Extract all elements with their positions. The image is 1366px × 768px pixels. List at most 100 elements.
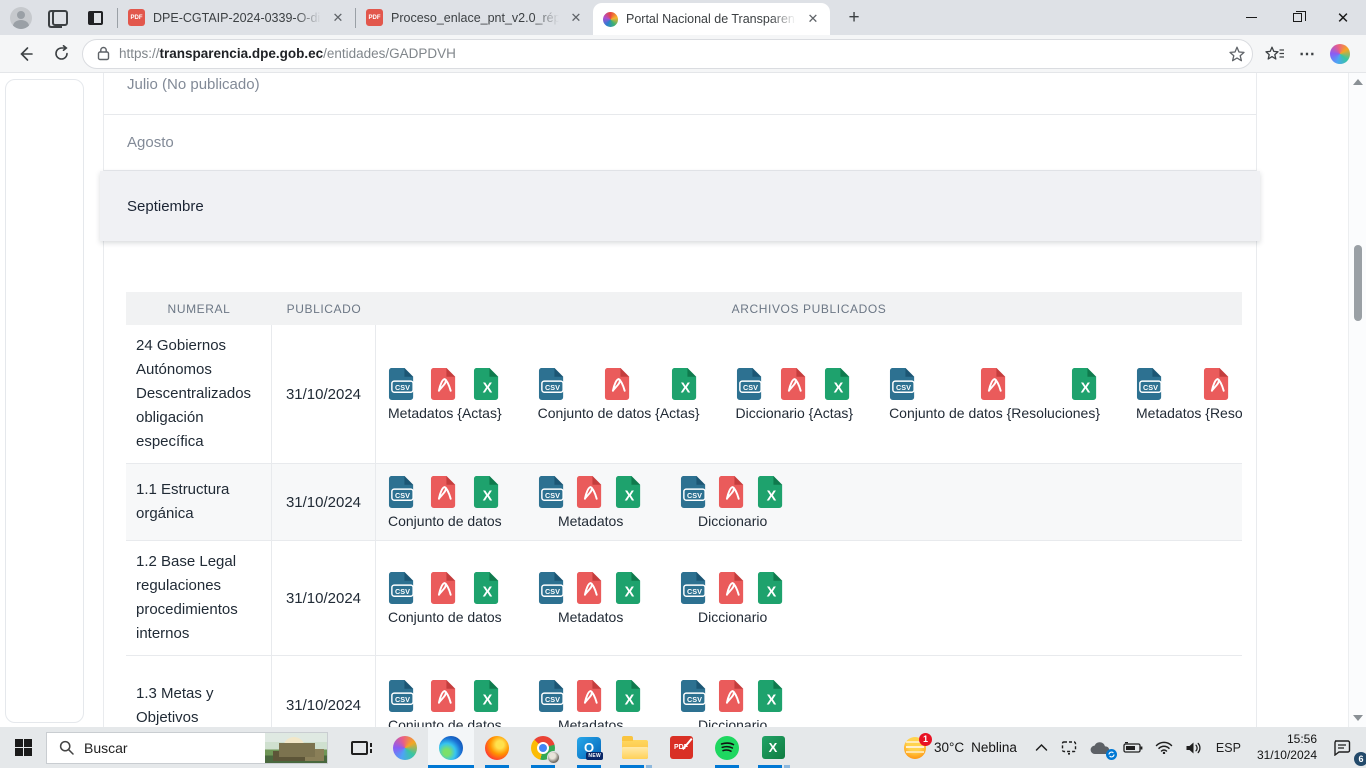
tray-show-hidden-icons[interactable] bbox=[1029, 727, 1054, 768]
taskbar-excel-button[interactable]: X bbox=[750, 727, 796, 768]
csv-file-icon[interactable]: CSV bbox=[736, 367, 765, 401]
tray-onedrive-button[interactable] bbox=[1084, 727, 1117, 768]
address-bar[interactable]: https://transparencia.dpe.gob.ec/entidad… bbox=[82, 38, 1253, 69]
bookmark-star-icon[interactable] bbox=[1228, 45, 1246, 63]
pdf-file-icon[interactable] bbox=[980, 367, 1009, 401]
pdf-file-icon[interactable] bbox=[430, 475, 459, 509]
tray-wifi-button[interactable] bbox=[1149, 727, 1179, 768]
taskbar-chrome-button[interactable] bbox=[520, 727, 566, 768]
bing-daily-image[interactable] bbox=[265, 732, 327, 763]
pdf-file-icon[interactable] bbox=[430, 571, 459, 605]
pdf-file-icon[interactable] bbox=[780, 367, 809, 401]
csv-file-icon[interactable]: CSV bbox=[889, 367, 918, 401]
tray-cast-button[interactable] bbox=[1054, 727, 1084, 768]
notification-center-button[interactable]: 6 bbox=[1325, 727, 1366, 768]
xls-file-icon[interactable]: X bbox=[824, 367, 853, 401]
taskbar-pdf-app-button[interactable]: PDF bbox=[658, 727, 704, 768]
tab-pdf-document-1[interactable]: PDF DPE-CGTAIP-2024-0339-O-directri ✕ bbox=[118, 0, 355, 35]
file-download-group[interactable]: CSV X Diccionario {Actas} bbox=[736, 367, 853, 421]
csv-file-icon[interactable]: CSV bbox=[680, 475, 709, 509]
csv-file-icon[interactable]: CSV bbox=[388, 571, 417, 605]
xls-file-icon[interactable]: X bbox=[615, 679, 644, 713]
xls-file-icon[interactable]: X bbox=[473, 571, 502, 605]
window-minimize-button[interactable] bbox=[1228, 0, 1274, 35]
taskbar-edge-button[interactable] bbox=[428, 727, 474, 768]
csv-file-icon[interactable]: CSV bbox=[680, 571, 709, 605]
file-download-group[interactable]: CSV X Diccionario bbox=[680, 571, 786, 625]
xls-file-icon[interactable]: X bbox=[473, 679, 502, 713]
taskbar-explorer-button[interactable] bbox=[612, 727, 658, 768]
weather-widget[interactable]: 1 30°C Neblina bbox=[892, 727, 1029, 768]
tab-close-icon[interactable]: ✕ bbox=[807, 11, 819, 26]
xls-file-icon[interactable]: X bbox=[473, 475, 502, 509]
csv-file-icon[interactable]: CSV bbox=[538, 475, 567, 509]
tab-portal-transparencia-active[interactable]: Portal Nacional de Transparencia ✕ bbox=[593, 3, 830, 35]
scroll-up-arrow-icon[interactable] bbox=[1353, 79, 1363, 85]
taskbar-search-input[interactable]: Buscar bbox=[46, 731, 328, 764]
file-download-group[interactable]: CSV X Conjunto de datos bbox=[388, 475, 502, 529]
xls-file-icon[interactable]: X bbox=[1071, 367, 1100, 401]
xls-file-icon[interactable]: X bbox=[671, 367, 700, 401]
file-download-group[interactable]: CSV X Conjunto de datos bbox=[388, 679, 502, 727]
file-download-group[interactable]: CSV X Metadatos bbox=[538, 475, 644, 529]
csv-file-icon[interactable]: CSV bbox=[538, 571, 567, 605]
pdf-file-icon[interactable] bbox=[430, 367, 459, 401]
file-download-group[interactable]: CSV X Conjunto de datos bbox=[388, 571, 502, 625]
month-accordion-row[interactable]: Agosto bbox=[104, 115, 1256, 171]
csv-file-icon[interactable]: CSV bbox=[388, 367, 417, 401]
tab-pdf-document-2[interactable]: PDF Proceso_enlace_pnt_v2.0_réplica_s ✕ bbox=[356, 0, 593, 35]
taskbar-spotify-button[interactable] bbox=[704, 727, 750, 768]
url-text[interactable]: https://transparencia.dpe.gob.ec/entidad… bbox=[119, 46, 456, 61]
xls-file-icon[interactable]: X bbox=[757, 571, 786, 605]
csv-file-icon[interactable]: CSV bbox=[538, 679, 567, 713]
file-download-group[interactable]: CSV X Metadatos bbox=[538, 679, 644, 727]
browser-profile-avatar[interactable] bbox=[10, 6, 32, 29]
copilot-icon[interactable] bbox=[1330, 43, 1350, 64]
tray-battery-button[interactable] bbox=[1117, 727, 1149, 768]
window-restore-button[interactable] bbox=[1274, 0, 1320, 35]
back-button[interactable] bbox=[10, 39, 40, 69]
xls-file-icon[interactable]: X bbox=[757, 679, 786, 713]
csv-file-icon[interactable]: CSV bbox=[388, 475, 417, 509]
language-indicator[interactable]: ESP bbox=[1215, 740, 1241, 755]
pdf-file-icon[interactable] bbox=[576, 475, 605, 509]
xls-file-icon[interactable]: X bbox=[615, 475, 644, 509]
taskbar-copilot-button[interactable] bbox=[382, 727, 428, 768]
csv-file-icon[interactable]: CSV bbox=[538, 367, 567, 401]
xls-file-icon[interactable]: X bbox=[757, 475, 786, 509]
pdf-file-icon[interactable] bbox=[718, 571, 747, 605]
file-download-group[interactable]: CSV X Conjunto de datos {Resoluciones} bbox=[889, 367, 1100, 421]
task-view-button[interactable] bbox=[336, 727, 382, 768]
taskbar-clock[interactable]: 15:56 31/10/2024 bbox=[1249, 732, 1325, 763]
taskbar-outlook-button[interactable]: O NEW bbox=[566, 727, 612, 768]
file-download-group[interactable]: CSV X Diccionario bbox=[680, 679, 786, 727]
pdf-file-icon[interactable] bbox=[430, 679, 459, 713]
month-accordion-row[interactable]: Julio (No publicado) bbox=[104, 73, 1256, 115]
file-download-group[interactable]: CSV X Metadatos {Actas} bbox=[388, 367, 502, 421]
tab-close-icon[interactable]: ✕ bbox=[332, 9, 344, 25]
csv-file-icon[interactable]: CSV bbox=[1136, 367, 1165, 401]
scroll-down-arrow-icon[interactable] bbox=[1353, 715, 1363, 721]
file-download-group[interactable]: CSV X Metadatos bbox=[538, 571, 644, 625]
pdf-file-icon[interactable] bbox=[604, 367, 633, 401]
settings-more-icon[interactable]: ⋯ bbox=[1299, 45, 1316, 63]
xls-file-icon[interactable]: X bbox=[473, 367, 502, 401]
tray-volume-button[interactable] bbox=[1179, 727, 1208, 768]
tab-actions-icon[interactable] bbox=[88, 10, 103, 25]
scrollbar-thumb[interactable] bbox=[1354, 245, 1362, 321]
month-accordion-row[interactable]: Septiembre bbox=[100, 171, 1260, 241]
file-download-group[interactable]: CSV X Conjunto de datos {Actas} bbox=[538, 367, 700, 421]
csv-file-icon[interactable]: CSV bbox=[388, 679, 417, 713]
pdf-file-icon[interactable] bbox=[576, 571, 605, 605]
pdf-file-icon[interactable] bbox=[718, 475, 747, 509]
tab-close-icon[interactable]: ✕ bbox=[570, 9, 582, 25]
pdf-file-icon[interactable] bbox=[576, 679, 605, 713]
favorites-list-icon[interactable] bbox=[1265, 45, 1285, 63]
start-button[interactable] bbox=[0, 727, 46, 768]
page-scrollbar[interactable] bbox=[1348, 73, 1366, 727]
file-download-group[interactable]: CSV X Diccionario bbox=[680, 475, 786, 529]
xls-file-icon[interactable]: X bbox=[615, 571, 644, 605]
pdf-file-icon[interactable] bbox=[1203, 367, 1232, 401]
window-close-button[interactable]: ✕ bbox=[1336, 9, 1350, 27]
